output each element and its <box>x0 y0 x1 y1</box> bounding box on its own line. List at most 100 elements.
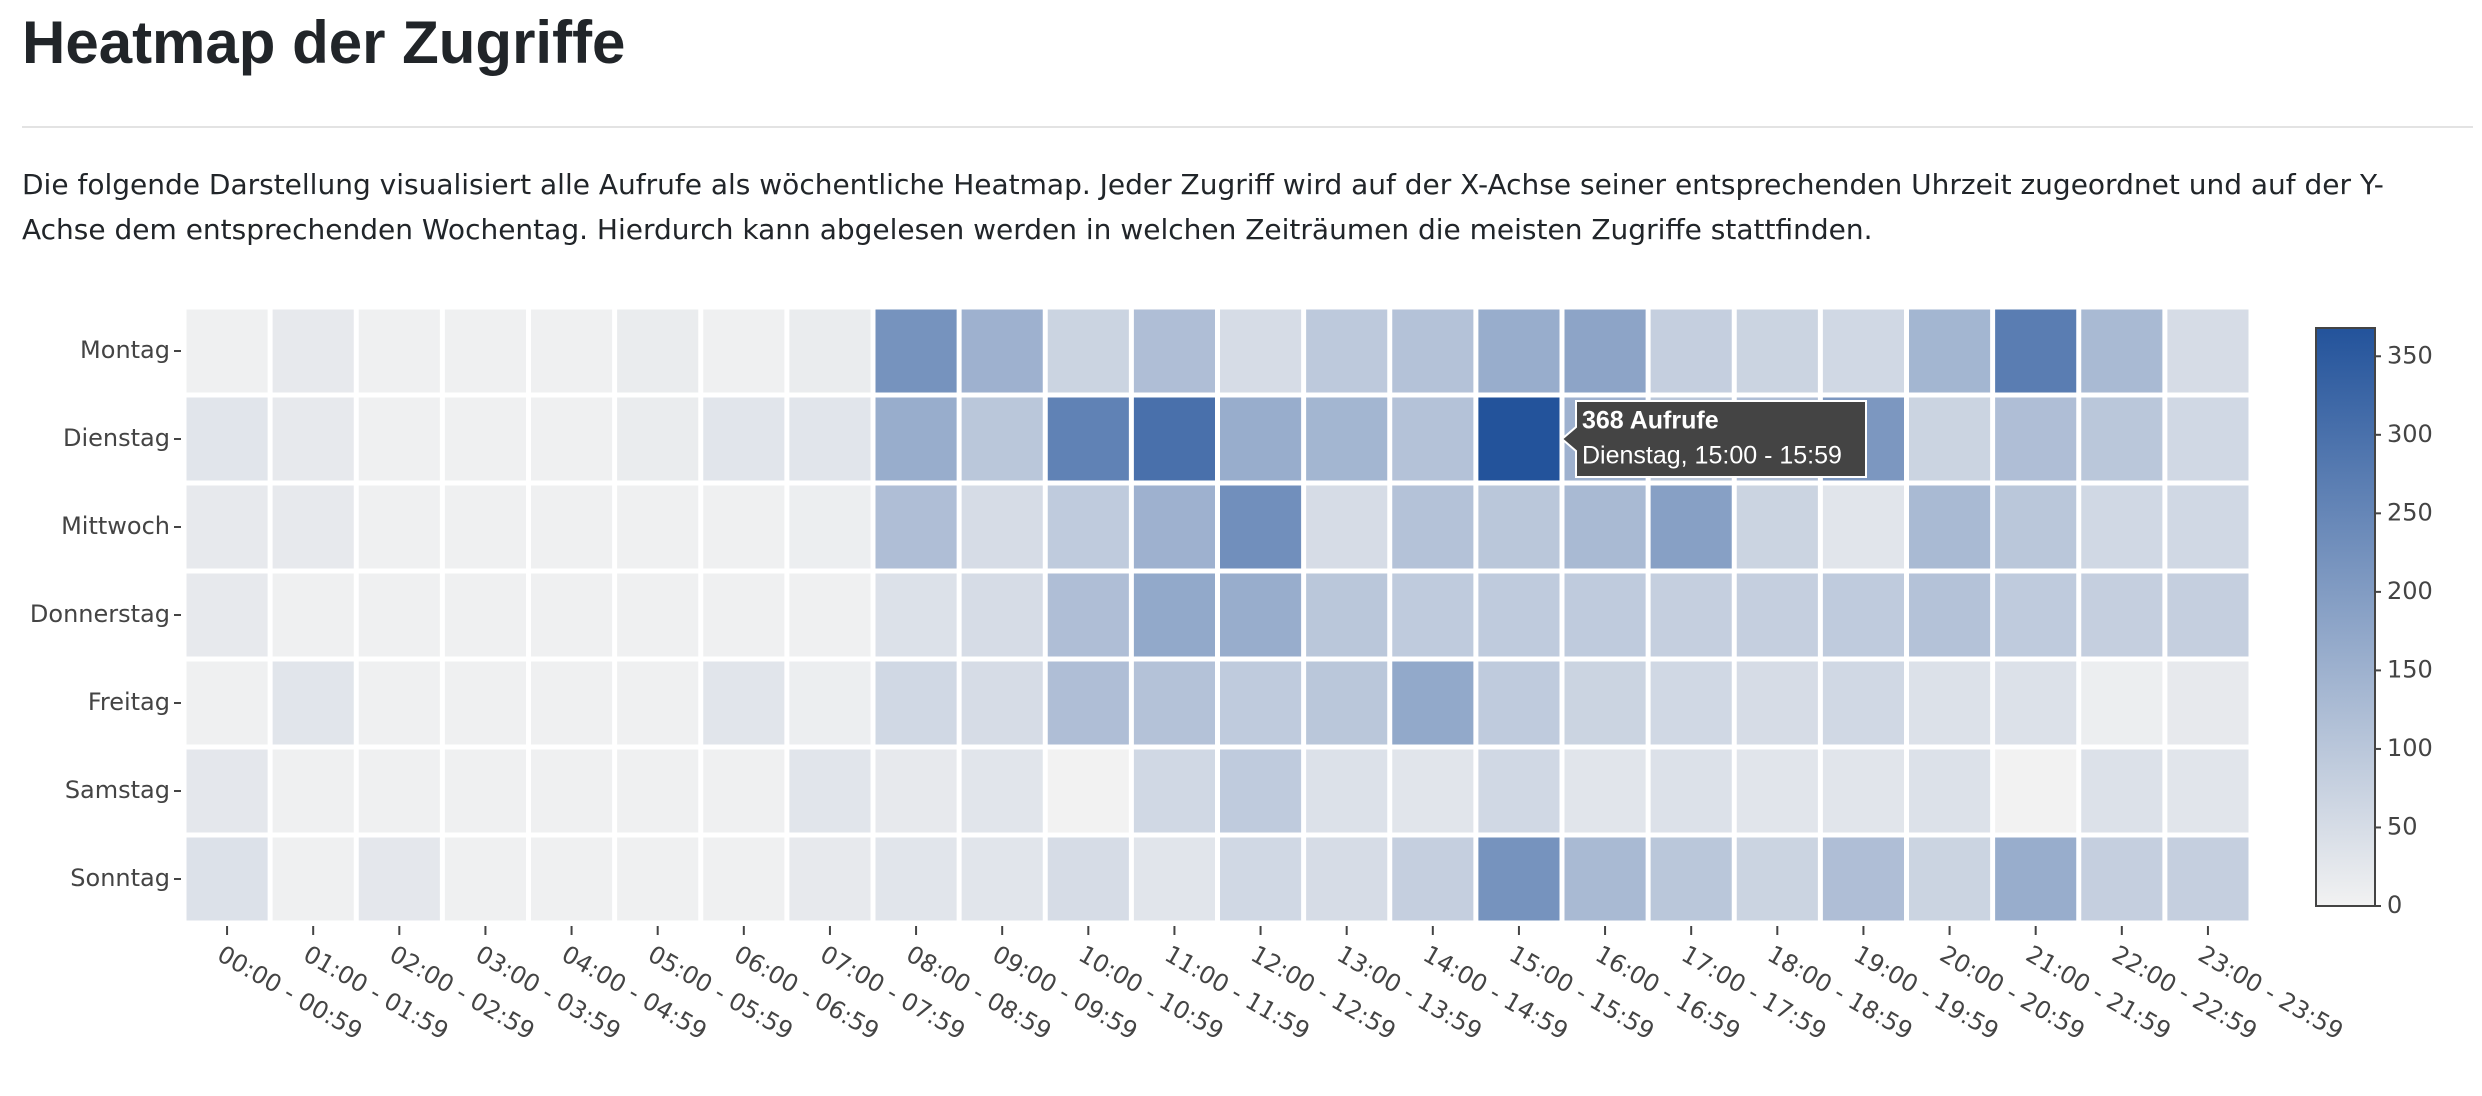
y-tick-label: Sonntag <box>70 864 170 892</box>
heatmap-cell <box>1822 837 1904 921</box>
heatmap-cell <box>789 573 871 657</box>
x-tick-label: 14:00 - 14:59 <box>1418 940 1573 1045</box>
heatmap-cell <box>1047 749 1129 833</box>
heatmap-cell <box>1220 485 1302 569</box>
heatmap-cell <box>1047 573 1129 657</box>
heatmap-cell <box>186 749 268 833</box>
heatmap-cell <box>1995 749 2077 833</box>
heatmap-cell <box>961 485 1043 569</box>
heatmap-cell <box>1909 661 1991 745</box>
heatmap-cell <box>1478 661 1560 745</box>
heatmap-cell <box>358 573 440 657</box>
heatmap-cell <box>875 397 957 481</box>
heatmap-cell <box>789 309 871 393</box>
heatmap-cell <box>1306 661 1388 745</box>
x-tick-label: 10:00 - 10:59 <box>1074 940 1229 1045</box>
heatmap-cell <box>2081 309 2163 393</box>
colorbar-tick-label: 0 <box>2387 891 2402 919</box>
heatmap-cell <box>789 485 871 569</box>
heatmap-cell <box>875 837 957 921</box>
x-tick-label: 03:00 - 03:59 <box>471 940 626 1045</box>
colorbar-tick-label: 250 <box>2387 498 2433 526</box>
heatmap-cell <box>1909 573 1991 657</box>
heatmap-cell <box>1133 309 1215 393</box>
heatmap-cell <box>1392 573 1474 657</box>
heatmap-cell <box>1392 837 1474 921</box>
heatmap-cell <box>272 749 354 833</box>
heatmap-cell <box>1995 485 2077 569</box>
heatmap-cell <box>1133 661 1215 745</box>
heatmap-cell <box>1995 309 2077 393</box>
heatmap-cell <box>875 749 957 833</box>
x-tick-label: 01:00 - 01:59 <box>299 940 454 1045</box>
y-tick-label: Freitag <box>88 688 170 716</box>
heatmap-cell <box>1736 485 1818 569</box>
heatmap-cell <box>2081 397 2163 481</box>
heatmap-cell <box>1822 661 1904 745</box>
heatmap-cell <box>1306 485 1388 569</box>
x-tick-label: 18:00 - 18:59 <box>1763 940 1918 1045</box>
heatmap-cell <box>1478 749 1560 833</box>
y-tick-label: Donnerstag <box>30 600 170 628</box>
x-tick-label: 00:00 - 00:59 <box>213 940 368 1045</box>
heatmap-cell <box>186 397 268 481</box>
heatmap-cell <box>1133 485 1215 569</box>
heatmap-cell <box>1822 749 1904 833</box>
heatmap-cell <box>358 485 440 569</box>
heatmap-cell <box>2081 485 2163 569</box>
heatmap-cell <box>2167 837 2249 921</box>
heatmap-cell <box>444 661 526 745</box>
y-tick-label: Mittwoch <box>61 512 170 540</box>
x-tick-label: 11:00 - 11:59 <box>1160 940 1315 1045</box>
heatmap-cell <box>617 837 699 921</box>
heatmap-cell <box>1564 573 1646 657</box>
heatmap-cell <box>1650 749 1732 833</box>
heatmap-cell <box>1650 661 1732 745</box>
heatmap-cell <box>961 397 1043 481</box>
heatmap-cell <box>358 397 440 481</box>
heatmap-cell <box>358 309 440 393</box>
heatmap-cell <box>703 837 785 921</box>
page-title: Heatmap der Zugriffe <box>22 9 626 76</box>
heatmap-cell <box>1478 309 1560 393</box>
heatmap-cell <box>2167 309 2249 393</box>
heatmap-cell <box>272 309 354 393</box>
heatmap-cell <box>703 749 785 833</box>
x-tick-label: 15:00 - 15:59 <box>1504 940 1659 1045</box>
heatmap-cell <box>1392 661 1474 745</box>
intro-text: Die folgende Darstellung visualisiert al… <box>22 168 2384 246</box>
heatmap-cell <box>272 661 354 745</box>
heatmap-cell <box>1306 397 1388 481</box>
heatmap-cell <box>272 397 354 481</box>
heatmap-cell <box>531 573 613 657</box>
heatmap-cell <box>617 397 699 481</box>
x-tick-label: 04:00 - 04:59 <box>557 940 712 1045</box>
y-tick-label: Dienstag <box>63 424 170 452</box>
heatmap-cell <box>961 749 1043 833</box>
heatmap-cell <box>1306 309 1388 393</box>
x-tick-label: 19:00 - 19:59 <box>1849 940 2004 1045</box>
colorbar-tick-label: 350 <box>2387 341 2433 369</box>
heatmap-cell <box>2081 661 2163 745</box>
heatmap-cell <box>2167 397 2249 481</box>
heatmap-cell <box>1909 837 1991 921</box>
heatmap-cell <box>875 661 957 745</box>
heatmap-cell <box>1133 573 1215 657</box>
heatmap-cell <box>1306 837 1388 921</box>
heatmap-cell <box>789 397 871 481</box>
heatmap-cell <box>1736 309 1818 393</box>
x-tick-label: 06:00 - 06:59 <box>729 940 884 1045</box>
heatmap-cell <box>961 573 1043 657</box>
heatmap-cell <box>1047 309 1129 393</box>
heatmap-cell <box>875 309 957 393</box>
heatmap-cell <box>444 837 526 921</box>
heatmap-cell <box>1478 397 1560 481</box>
tooltip: 368 Aufrufe Dienstag, 15:00 - 15:59 <box>1560 400 1867 478</box>
heatmap-cell <box>444 485 526 569</box>
x-tick-label: 22:00 - 22:59 <box>2107 940 2262 1045</box>
heatmap-cell <box>1650 573 1732 657</box>
heatmap-cell <box>272 573 354 657</box>
heatmap-cell <box>186 661 268 745</box>
